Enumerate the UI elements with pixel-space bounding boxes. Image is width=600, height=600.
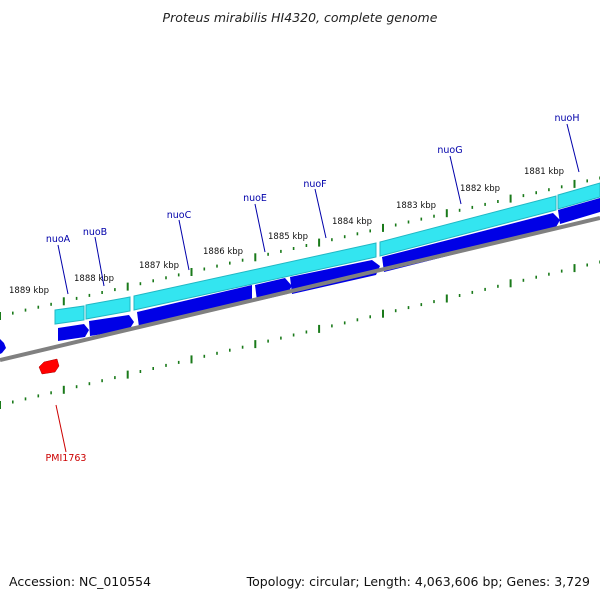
gene-label-nuoA[interactable]: nuoA — [46, 234, 71, 245]
genome-backbone — [0, 216, 600, 362]
gene-arrow-nuoC[interactable] — [137, 285, 252, 327]
tick-label: 1885 kbp — [268, 232, 308, 242]
gene-label-PMI1763[interactable]: PMI1763 — [46, 453, 87, 464]
gene-arrow-nuoE[interactable] — [255, 278, 292, 301]
leader-line-PMI1763 — [55, 404, 67, 453]
gene-arrow-left-edge[interactable] — [0, 339, 6, 354]
cds-segment — [133, 242, 377, 311]
gene-arrow-nuoA[interactable] — [58, 324, 89, 341]
gene-label-nuoB[interactable]: nuoB — [83, 227, 107, 238]
cds-segment — [557, 182, 600, 210]
tick-label: 1884 kbp — [332, 217, 372, 227]
gene-label-nuoH[interactable]: nuoH — [555, 113, 580, 124]
gene-leader-lines — [55, 123, 580, 453]
leader-line-nuoA — [57, 244, 69, 295]
accession-text: Accession: NC_010554 — [9, 574, 151, 589]
gene-label-nuoE[interactable]: nuoE — [243, 193, 267, 204]
genome-summary-text: Topology: circular; Length: 4,063,606 bp… — [246, 574, 590, 589]
gene-label-nuoF[interactable]: nuoF — [303, 179, 326, 190]
tick-label: 1889 kbp — [9, 286, 49, 296]
leader-line-nuoH — [566, 123, 580, 173]
tick-label: 1887 kbp — [139, 261, 179, 271]
leader-line-nuoF — [314, 188, 327, 239]
tick-label: 1886 kbp — [203, 247, 243, 257]
gene-label-nuoC[interactable]: nuoC — [167, 210, 192, 221]
cds-segment — [379, 195, 557, 257]
leader-line-nuoG — [449, 155, 462, 205]
leader-line-nuoB — [94, 236, 105, 287]
gene-arrow-PMI1763[interactable] — [38, 358, 60, 375]
tick-label: 1888 kbp — [74, 274, 114, 284]
tick-label: 1882 kbp — [460, 184, 500, 194]
cds-segment — [54, 305, 85, 325]
cds-band — [54, 182, 600, 325]
leader-line-nuoE — [254, 203, 266, 253]
leader-line-nuoC — [178, 219, 190, 271]
tick-labels: 1889 kbp 1888 kbp 1887 kbp 1886 kbp 1885… — [9, 167, 564, 296]
tick-label: 1881 kbp — [524, 167, 564, 177]
inner-tick-ring — [0, 260, 600, 409]
cds-segment — [85, 296, 131, 320]
gene-label-nuoG[interactable]: nuoG — [437, 145, 462, 156]
tick-label: 1883 kbp — [396, 201, 436, 211]
outer-tick-ring — [0, 176, 600, 320]
gene-labels: nuoA nuoB nuoC nuoE nuoF nuoG nuoH PMI17… — [46, 113, 580, 464]
map-title: Proteus mirabilis HI4320, complete genom… — [163, 10, 438, 25]
gene-arrow-nuoH[interactable] — [558, 198, 600, 224]
